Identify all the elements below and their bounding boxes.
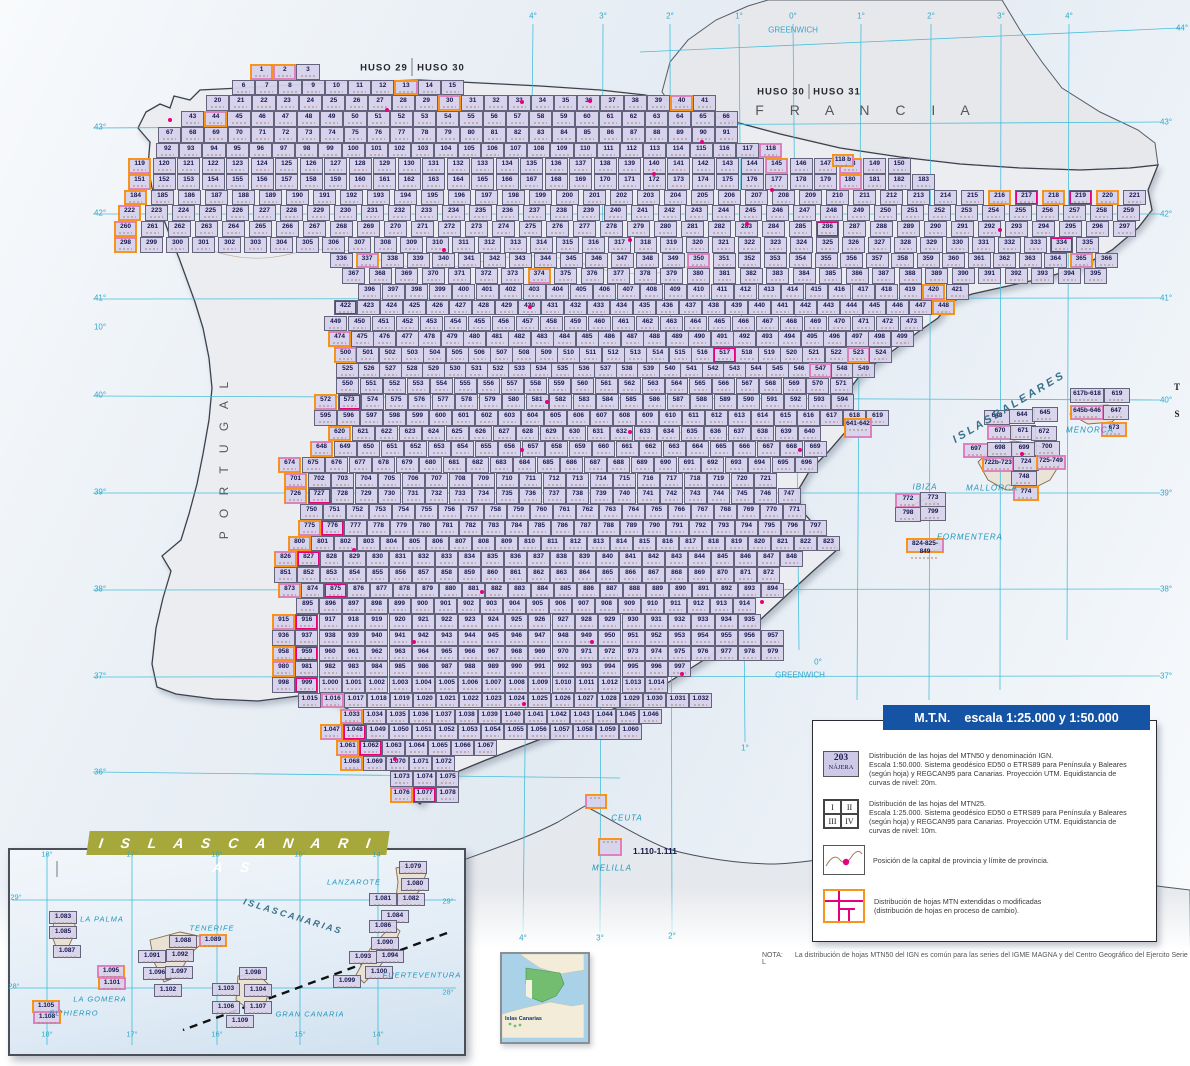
inset-lon-bottom: 14° — [372, 1029, 384, 1039]
quad-iv: IV — [841, 814, 858, 828]
inset-lon-top: 16° — [211, 849, 223, 859]
mtn50-sample-number: 203 — [833, 753, 849, 763]
canary-island-label: LA GOMERA — [73, 994, 127, 1004]
mtn50-sheet-137: 137 — [569, 158, 593, 174]
mtn50-sheet-158: 158 — [299, 174, 323, 190]
mtn50-sheet-91: 91 — [714, 126, 738, 143]
canarias-arc-label: I S L A S C A N A R I A S — [242, 896, 342, 936]
inset-lon-top: 17° — [126, 849, 138, 859]
map-legend: 203 NÁJERA Distribución de las hojas del… — [812, 720, 1157, 942]
extended-sheets-icon — [823, 889, 865, 923]
inset-lat-label: 28° — [442, 987, 454, 997]
nota-text: La distribución de hojas MTN50 del IGN e… — [762, 952, 1188, 966]
mtn50-sample-cell: 203 NÁJERA — [823, 751, 859, 777]
mtn50-sheet-175: 175 — [716, 174, 740, 190]
inset-lon-bottom: 16° — [211, 1029, 223, 1039]
mtn25-legend-text: Distribución de las hojas del MTN25. Esc… — [869, 799, 1137, 835]
quad-ii: II — [841, 800, 858, 814]
nota-footer: NOTA: La distribución de hojas MTN50 del… — [762, 952, 1190, 966]
inset-lat-label: 29° — [10, 892, 22, 902]
canary-island-label: GRAN CANARIA — [275, 1009, 345, 1019]
inset-lat-label: 29° — [442, 896, 454, 906]
mtn50-sheet-170: 170 — [593, 174, 617, 190]
canary-island-label: TENERIFE — [189, 923, 235, 933]
mtn50-sheet-15: 15 — [440, 79, 464, 96]
mtn50-sheet-127: 127 — [324, 158, 348, 174]
quad-iii: III — [824, 814, 841, 828]
inset-lon-top: 15° — [294, 849, 306, 859]
mtn50-sheet-146: 146 — [789, 158, 813, 174]
locator-minimap — [500, 952, 590, 1044]
mtn50-sheet-180: 180 — [838, 174, 862, 190]
canary-island-label: FUERTEVENTURA — [382, 970, 462, 980]
mtn50-sheet-152: 152 — [152, 174, 176, 190]
mtn25-legend-body: Escala 1:25.000. Sistema geodésico ED50 … — [869, 808, 1127, 835]
extended-legend-text: Distribución de hojas MTN extendidas o m… — [874, 897, 1142, 915]
quad-i: I — [824, 800, 841, 814]
mtn25-legend-title: Distribución de las hojas del MTN25. — [869, 799, 987, 808]
capital-legend-text: Posición de la capital de provincia y lí… — [873, 855, 1049, 865]
mtn50-sheet-121: 121 — [177, 158, 201, 174]
mtn50-legend-body: Escala 1:50.000. Sistema geodésico ED50 … — [869, 760, 1127, 787]
mtn50-sample-name: NÁJERA — [828, 764, 854, 771]
canary-island-label: LA PALMA — [80, 914, 124, 924]
legend-header: M.T.N. escala 1:25.000 y 1:50.000 — [883, 705, 1150, 730]
legend-header-scale: escala 1:25.000 y 1:50.000 — [964, 710, 1119, 725]
mtn50-sheet-157: 157 — [275, 174, 299, 190]
extended-legend-line2: (distribución de hojas en proceso de cam… — [874, 906, 1020, 915]
mtn50-sheet-162: 162 — [397, 174, 421, 190]
extended-legend-line1: Distribución de hojas MTN extendidas o m… — [874, 897, 1042, 906]
mtn50-sheet-171: 171 — [618, 174, 642, 190]
mtn50-legend-title: Distribución de las hojas del MTN50 y de… — [869, 751, 1054, 760]
canary-island-label: LANZAROTE — [326, 877, 382, 887]
legend-header-mtn: M.T.N. — [914, 710, 951, 725]
inset-lon-bottom: 18° — [41, 1029, 53, 1039]
mtn50-sheet-187: 187 — [205, 189, 229, 206]
mtn50-sheet-181: 181 — [863, 174, 887, 190]
nota-label: NOTA: — [762, 952, 783, 959]
canary-island-label: EL HIERRO — [49, 1008, 99, 1018]
huso-dividers — [411, 58, 810, 99]
inset-lat-label: 28° — [8, 981, 20, 991]
mtn50-sheet-169: 169 — [569, 174, 593, 190]
mtn50-legend-text: Distribución de las hojas del MTN50 y de… — [869, 751, 1137, 787]
locator-svg — [501, 953, 585, 1039]
mtn50-sheet-133: 133 — [471, 158, 495, 174]
inset-lon-bottom: 17° — [126, 1029, 138, 1039]
inset-lon-bottom: 15° — [294, 1029, 306, 1039]
capital-province-icon — [823, 845, 865, 875]
mtn50-sheet-129: 129 — [373, 158, 397, 174]
locator-label: Islas Canarias — [505, 1016, 542, 1022]
inset-lon-top: 14° — [372, 849, 384, 859]
mtn25-quad-icon: I II III IV — [823, 799, 859, 829]
mtn50-sheet-143: 143 — [716, 158, 740, 174]
inset-lon-top: 18° — [41, 849, 53, 859]
